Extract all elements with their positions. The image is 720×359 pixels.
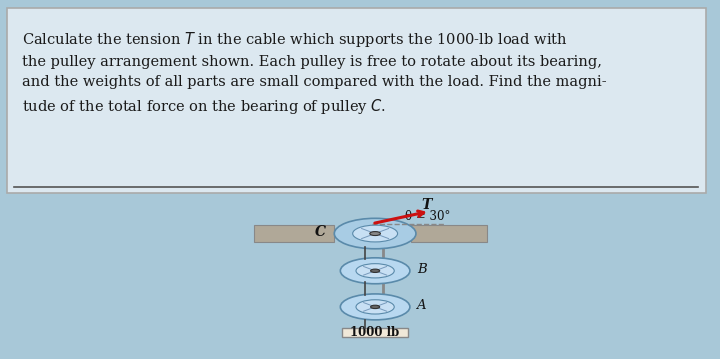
Circle shape bbox=[341, 294, 410, 320]
Circle shape bbox=[356, 300, 395, 314]
Text: B: B bbox=[418, 263, 427, 276]
Bar bbox=[254, 225, 334, 242]
Circle shape bbox=[353, 225, 397, 242]
Text: 1000 lb: 1000 lb bbox=[351, 326, 400, 339]
Circle shape bbox=[370, 232, 380, 236]
Circle shape bbox=[371, 305, 379, 309]
Text: C: C bbox=[315, 225, 326, 239]
FancyBboxPatch shape bbox=[7, 8, 706, 193]
Circle shape bbox=[334, 218, 416, 249]
Text: Calculate the tension $T$ in the cable which supports the 1000-lb load with
the : Calculate the tension $T$ in the cable w… bbox=[22, 30, 606, 116]
Bar bbox=[342, 328, 408, 337]
Bar bbox=[411, 225, 487, 242]
Circle shape bbox=[356, 264, 395, 278]
Circle shape bbox=[341, 258, 410, 284]
Text: T: T bbox=[421, 198, 432, 212]
Circle shape bbox=[371, 269, 379, 272]
Text: A: A bbox=[416, 299, 426, 312]
Text: θ = 30°: θ = 30° bbox=[405, 210, 451, 223]
